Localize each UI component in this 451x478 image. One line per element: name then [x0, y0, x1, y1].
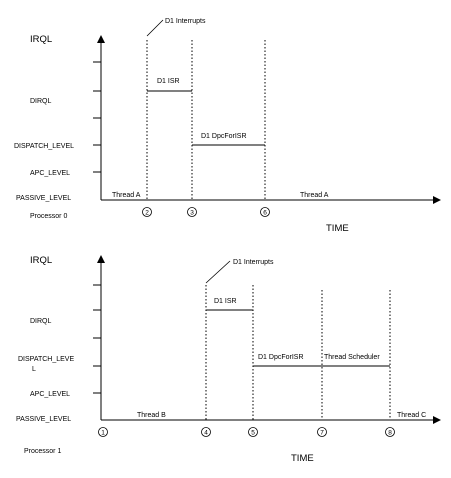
panel-processor-1: IRQL DIRQL DISPATCH_LEVE L APC_LEVEL PAS… [16, 255, 441, 464]
svg-text:1: 1 [101, 430, 105, 437]
axis-title: IRQL [30, 255, 52, 266]
segment-label-thread-a-end: Thread A [300, 192, 329, 199]
level-label-dispatch: DISPATCH_LEVEL [14, 143, 74, 150]
svg-text:7: 7 [320, 430, 324, 437]
marker-8: 8 [385, 427, 395, 437]
interrupt-label: D1 Interrupts [165, 18, 206, 25]
y-ticks [93, 61, 101, 173]
segment-label-d1-isr: D1 ISR [157, 78, 180, 85]
time-label: TIME [326, 223, 349, 234]
marker-6: 6 [260, 207, 270, 217]
segment-label-d1-isr: D1 ISR [214, 298, 237, 305]
interrupt-callout-line [146, 19, 164, 37]
svg-text:3: 3 [190, 210, 194, 217]
interrupt-callout-line [205, 260, 231, 284]
level-label-passive: PASSIVE_LEVEL [16, 416, 71, 423]
processor-label: Processor 0 [30, 213, 67, 220]
marker-2: 2 [142, 207, 152, 217]
level-label-dirql: DIRQL [30, 318, 52, 325]
svg-text:8: 8 [388, 430, 392, 437]
segment-label-thread-b: Thread B [137, 412, 166, 419]
marker-3: 3 [187, 207, 197, 217]
panel-processor-0: IRQL DIRQL DISPATCH_LEVEL APC_LEVEL PASS… [14, 18, 441, 234]
interrupt-label: D1 Interrupts [233, 259, 274, 266]
level-label-passive: PASSIVE_LEVEL [16, 195, 71, 202]
axis-title: IRQL [30, 34, 52, 45]
marker-4: 4 [201, 427, 211, 437]
marker-1: 1 [98, 427, 108, 437]
svg-text:6: 6 [263, 210, 267, 217]
level-label-dispatch: DISPATCH_LEVE [18, 356, 74, 363]
segment-label-thread-scheduler: Thread Scheduler [324, 354, 380, 361]
segment-label-d1-dpc: D1 DpcForISR [258, 354, 304, 361]
level-label-dirql: DIRQL [30, 98, 52, 105]
level-label-apc: APC_LEVEL [30, 391, 70, 398]
marker-7: 7 [317, 427, 327, 437]
segment-label-d1-dpc: D1 DpcForISR [201, 133, 247, 140]
svg-text:2: 2 [145, 210, 149, 217]
time-label: TIME [291, 453, 314, 464]
y-ticks [93, 284, 101, 394]
segment-label-thread-a: Thread A [112, 192, 141, 199]
segment-label-thread-c: Thread C [397, 412, 426, 419]
svg-text:5: 5 [251, 430, 255, 437]
level-label-dispatch-cont: L [32, 366, 36, 373]
processor-label: Processor 1 [24, 448, 61, 455]
svg-text:4: 4 [204, 430, 208, 437]
time-dividers [205, 285, 391, 420]
level-label-apc: APC_LEVEL [30, 170, 70, 177]
time-dividers [146, 40, 266, 200]
marker-5: 5 [248, 427, 258, 437]
